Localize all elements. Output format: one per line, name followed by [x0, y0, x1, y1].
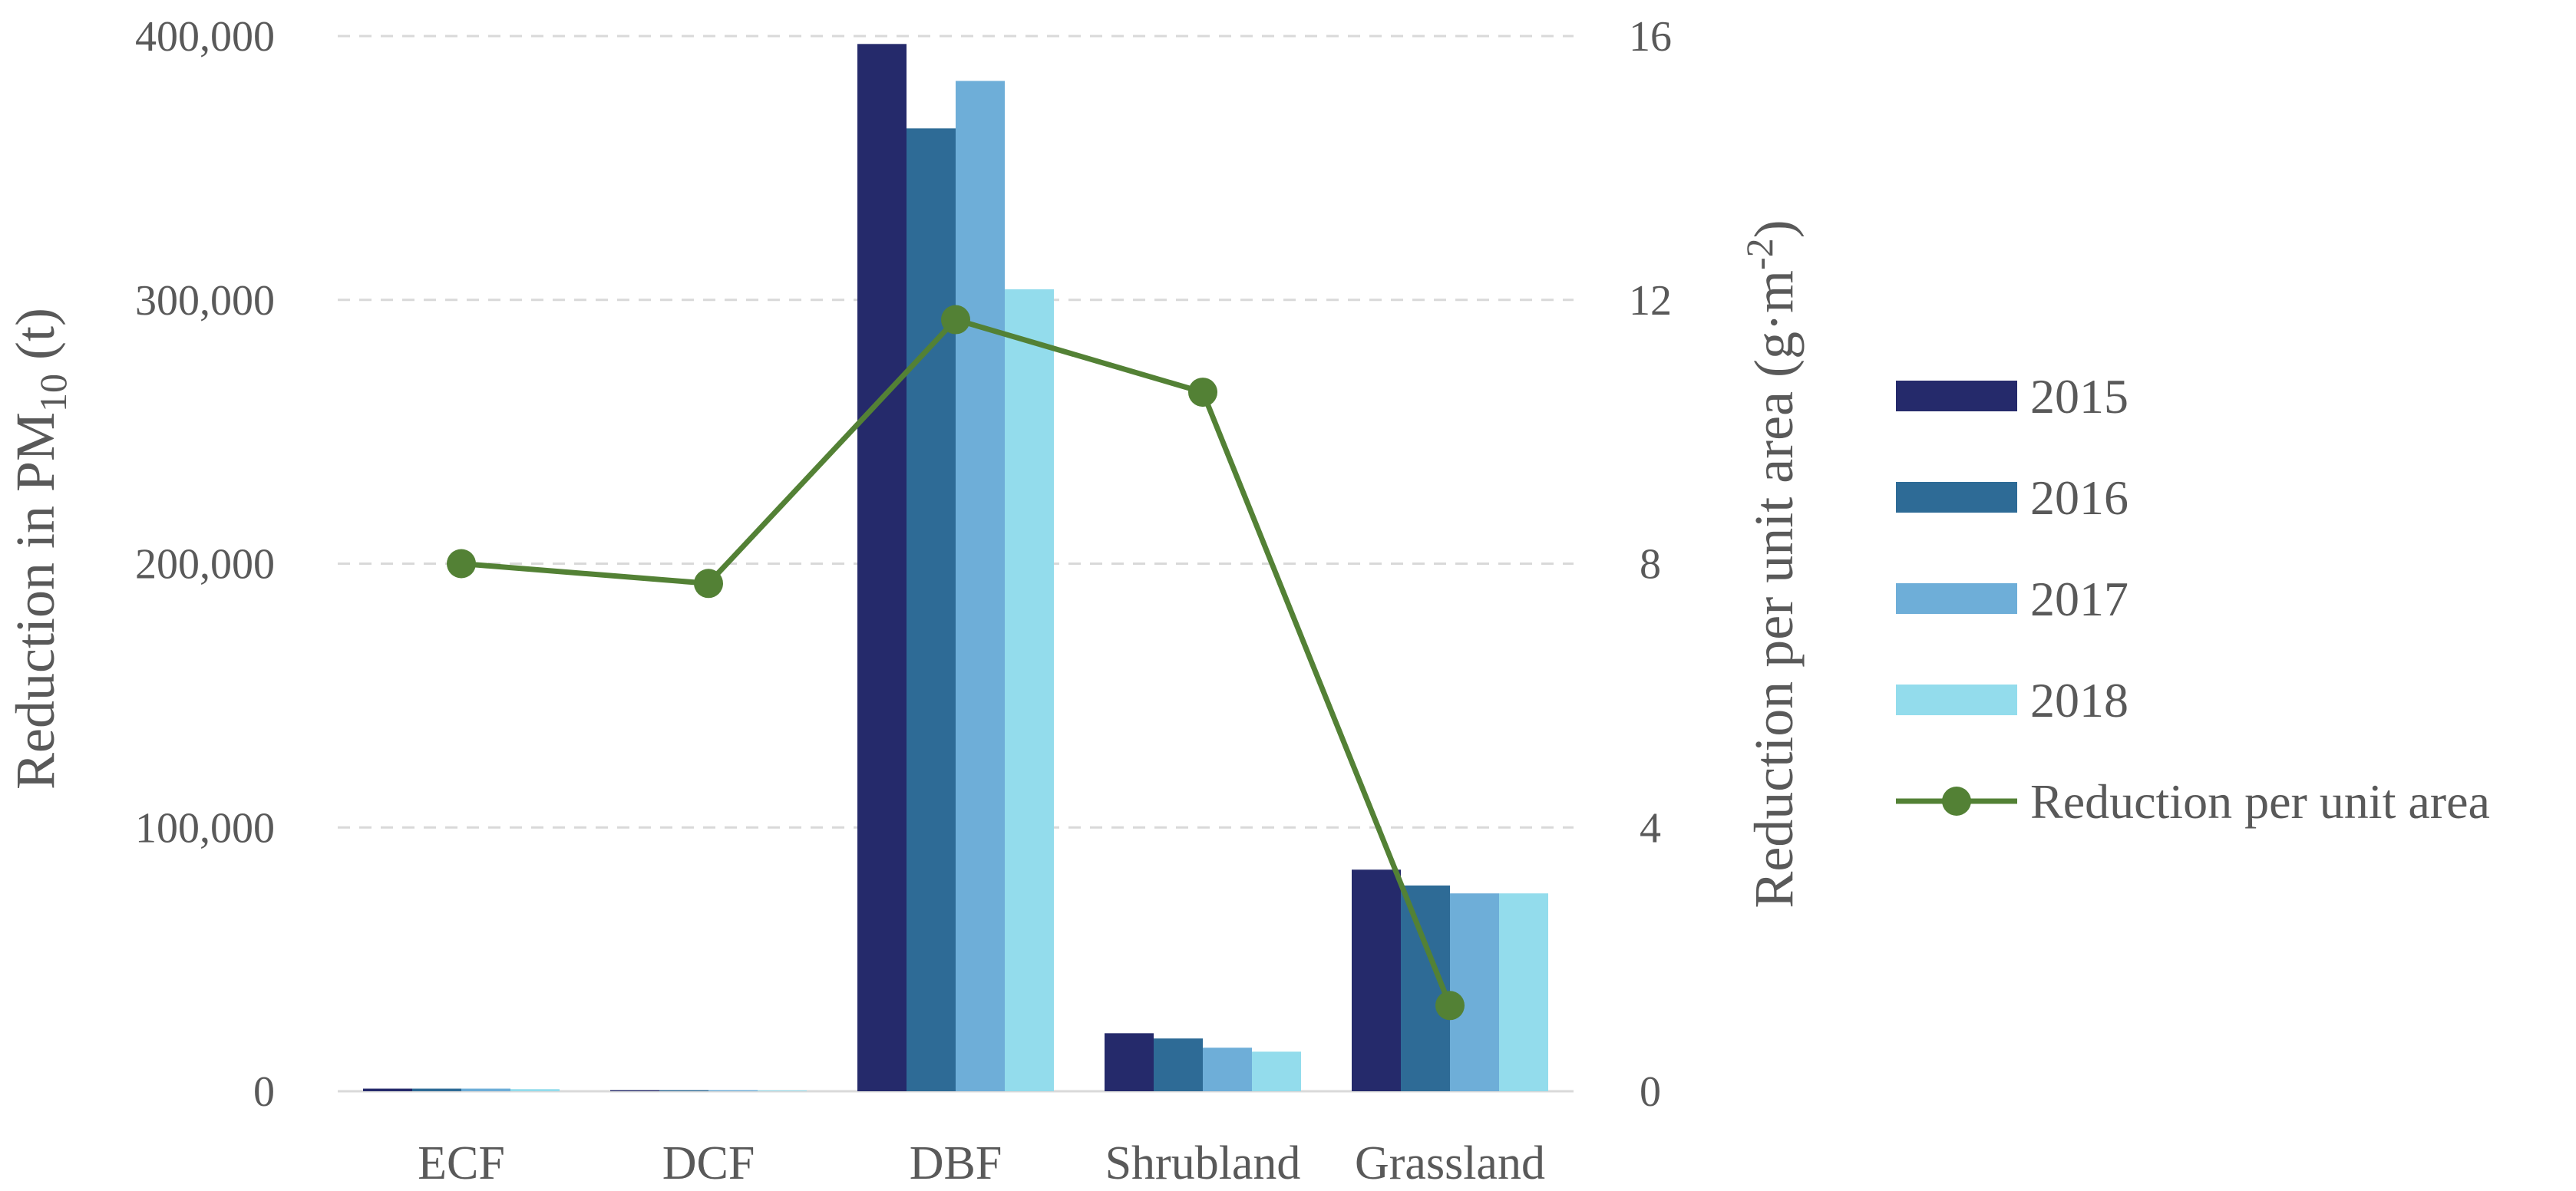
left-tick-label: 400,000 [135, 13, 275, 61]
legend: 2015 2016 2017 2018 Reduction per unit area [1896, 369, 2490, 829]
legend-swatch-2016 [1896, 482, 2017, 513]
line-point-ecf [447, 549, 476, 579]
right-tick-label: 0 [1640, 1068, 1661, 1116]
bar-2016-ecf [412, 1088, 461, 1091]
bar-2017-dbf [956, 81, 1005, 1091]
right-tick-label: 12 [1629, 277, 1672, 325]
legend-swatch-2018 [1896, 685, 2017, 715]
left-tick-label: 200,000 [135, 541, 275, 589]
legend-label: 2015 [2030, 369, 2129, 424]
bar-2016-dcf [659, 1090, 708, 1091]
legend-label: 2018 [2030, 673, 2129, 727]
category-labels: ECF DCF DBF Shrubland Grassland [418, 1137, 1545, 1189]
bar-2015-dcf [610, 1090, 659, 1091]
category-label: DCF [662, 1137, 755, 1189]
bar-2015-dbf [857, 44, 907, 1091]
bar-2018-shrubland [1252, 1051, 1301, 1091]
bar-2017-shrubland [1203, 1047, 1252, 1091]
left-tick-label: 100,000 [135, 804, 275, 852]
line-point-dbf [941, 305, 970, 335]
category-label: Shrubland [1105, 1137, 1301, 1189]
bar-2015-ecf [363, 1088, 412, 1091]
legend-label: 2017 [2030, 572, 2129, 626]
legend-swatch-2017 [1896, 583, 2017, 614]
bar-2016-dbf [907, 128, 956, 1091]
category-label: Grassland [1355, 1137, 1545, 1189]
bar-2018-ecf [510, 1089, 560, 1091]
legend-label: 2016 [2030, 470, 2129, 525]
right-tick-label: 8 [1640, 541, 1661, 589]
line-point-dcf [694, 569, 723, 599]
bar-2015-grassland [1352, 869, 1401, 1091]
bar-2017-ecf [461, 1088, 510, 1091]
right-tick-label: 4 [1640, 804, 1661, 852]
bar-2016-shrubland [1154, 1038, 1203, 1091]
bar-2018-dbf [1005, 289, 1054, 1091]
right-axis-ticks: 0 4 8 12 16 [1629, 13, 1672, 1116]
legend-swatch-2015 [1896, 381, 2017, 411]
left-tick-label: 300,000 [135, 277, 275, 325]
left-axis-ticks: 0 100,000 200,000 300,000 400,000 [135, 13, 275, 1116]
bar-2015-shrubland [1105, 1033, 1154, 1091]
line-point-shrubland [1188, 378, 1217, 407]
right-tick-label: 16 [1629, 13, 1672, 61]
bar-2017-dcf [708, 1090, 758, 1091]
legend-line-marker [1942, 787, 1971, 816]
category-label: DBF [910, 1137, 1002, 1189]
legend-label: Reduction per unit area [2030, 774, 2490, 829]
bar-2018-dcf [758, 1090, 807, 1091]
right-axis-title: Reduction per unit area (g·m-2) [1738, 219, 1805, 908]
bar-2017-grassland [1450, 893, 1499, 1091]
left-tick-label: 0 [253, 1068, 275, 1116]
bars [363, 44, 1548, 1091]
bar-2018-grassland [1499, 893, 1548, 1091]
category-label: ECF [418, 1137, 505, 1189]
left-axis-title: Reduction in PM10 (t) [5, 308, 74, 790]
line-point-grassland [1435, 991, 1465, 1021]
line-series [447, 305, 1465, 1021]
